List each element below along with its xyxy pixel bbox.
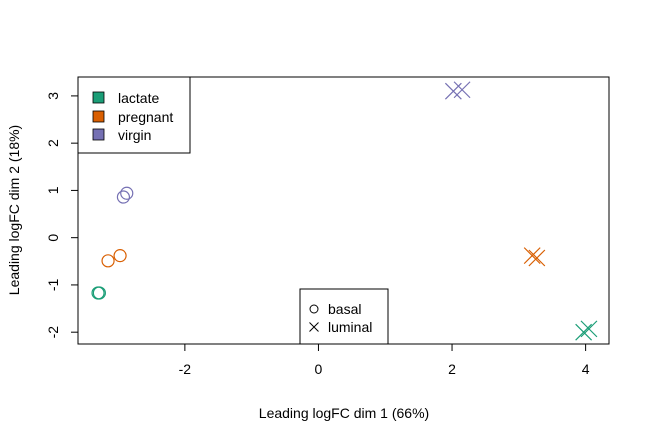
x-tick-label: -2 (179, 361, 192, 377)
legend-label-luminal: luminal (328, 319, 372, 335)
point-pregnant-basal (113, 249, 127, 263)
legend-swatch-virgin (92, 128, 105, 141)
point-virgin-basal (116, 190, 131, 204)
legend-label-basal: basal (328, 301, 361, 317)
y-tick-label: 2 (45, 139, 61, 147)
x-tick-label: 0 (315, 361, 323, 377)
y-axis-label: Leading logFC dim 2 (18%) (6, 125, 22, 295)
point-pregnant-luminal (528, 249, 546, 267)
point-virgin-basal (120, 186, 134, 200)
shape-legend: basal luminal (299, 288, 389, 345)
data-points (91, 81, 598, 341)
legend-label-pregnant: pregnant (118, 109, 173, 125)
point-pregnant-basal (101, 254, 115, 268)
legend-swatch-pregnant (92, 110, 105, 123)
x-axis-label: Leading logFC dim 1 (66%) (259, 405, 429, 421)
group-legend: lactate pregnant virgin (77, 76, 191, 154)
y-axis: -2 -1 0 1 2 3 (45, 92, 79, 339)
legend-label-lactate: lactate (118, 90, 159, 106)
y-tick-label: -2 (45, 326, 61, 339)
point-lactate-basal (92, 286, 106, 300)
legend-label-virgin: virgin (118, 127, 151, 143)
legend-swatch-lactate (92, 91, 105, 104)
shape-legend-box (299, 288, 389, 345)
x-axis: -2 0 2 4 (179, 343, 590, 377)
y-tick-label: 1 (45, 186, 61, 194)
point-lactate-luminal (580, 320, 598, 338)
x-tick-label: 2 (448, 361, 456, 377)
legend-symbol-luminal (309, 322, 319, 332)
x-tick-label: 4 (582, 361, 590, 377)
point-virgin-luminal (444, 82, 462, 100)
point-virgin-luminal (453, 81, 471, 99)
y-tick-label: 3 (45, 92, 61, 100)
legend-symbol-basal (309, 304, 319, 314)
point-pregnant-luminal (523, 247, 541, 265)
y-tick-label: -1 (45, 278, 61, 291)
y-tick-label: 0 (45, 234, 61, 242)
point-lactate-luminal (575, 323, 593, 341)
